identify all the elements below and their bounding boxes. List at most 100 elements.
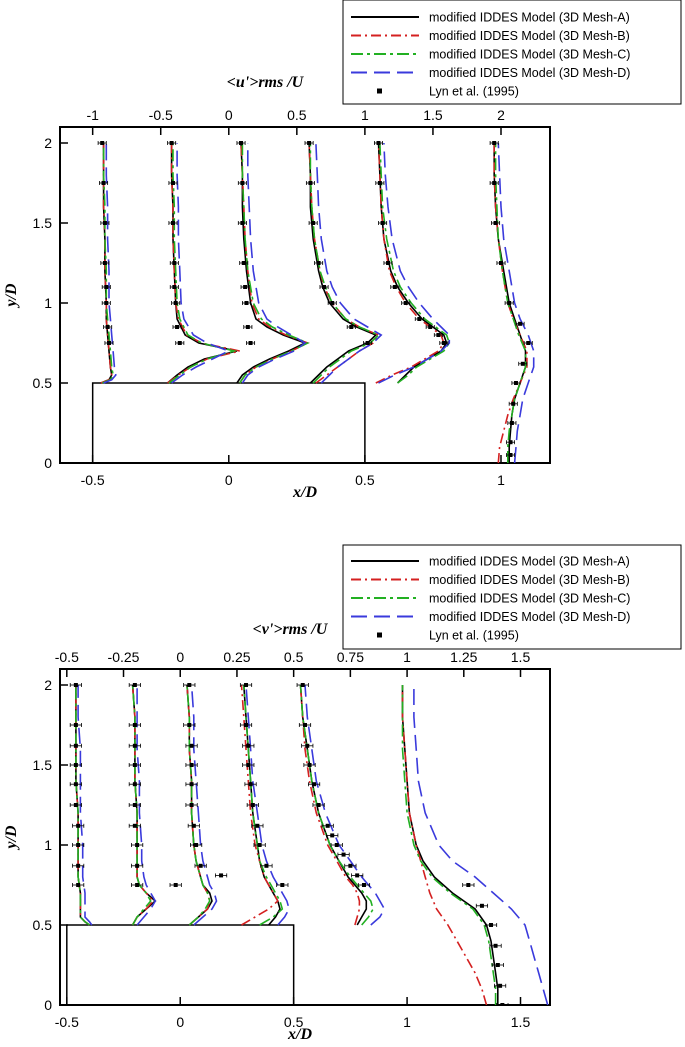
x-tick-label: 0 — [225, 472, 233, 488]
top-axis-label: <u'>rms /U — [227, 74, 305, 91]
data-point-lyn — [466, 883, 471, 887]
data-point-lyn — [187, 683, 192, 687]
data-point-lyn — [244, 301, 249, 305]
data-point-lyn — [173, 883, 178, 887]
data-point-lyn — [493, 943, 498, 948]
data-point-lyn — [246, 743, 251, 748]
data-point-lyn — [303, 723, 307, 727]
plot-area — [69, 683, 549, 1005]
data-point-lyn — [250, 803, 255, 807]
data-point-lyn — [73, 743, 78, 748]
data-point-lyn — [73, 723, 78, 727]
data-point-lyn — [76, 823, 81, 828]
top-tick-label: 0 — [225, 107, 233, 123]
legend-label: modified IDDES Model (3D Mesh-D) — [429, 66, 630, 80]
x-tick-label: 1 — [497, 472, 505, 488]
data-point-lyn — [73, 782, 78, 787]
data-point-lyn — [255, 823, 260, 828]
data-point-lyn — [380, 221, 385, 225]
data-point-lyn — [330, 833, 335, 838]
legend-label: modified IDDES Model (3D Mesh-C) — [429, 48, 630, 62]
series-line-2 — [101, 143, 114, 384]
data-point-lyn — [132, 782, 137, 787]
data-point-lyn — [170, 181, 175, 185]
series-line-0 — [236, 142, 308, 384]
data-point-lyn — [493, 221, 498, 225]
x-tick-label: 0 — [176, 1014, 184, 1030]
data-point-lyn — [187, 723, 192, 727]
series-line-3 — [413, 685, 549, 1005]
data-point-lyn — [322, 285, 327, 289]
data-point-lyn — [189, 743, 194, 748]
series-line-3 — [497, 142, 535, 463]
top-tick-label: 1.5 — [511, 649, 531, 665]
legend-label: modified IDDES Model (3D Mesh-A) — [429, 11, 630, 25]
series-line-2 — [309, 143, 380, 384]
cylinder-outline — [91, 382, 366, 464]
data-point-lyn — [377, 181, 382, 185]
data-point-lyn — [76, 843, 81, 847]
data-point-lyn — [246, 763, 251, 767]
data-point-lyn — [526, 341, 531, 345]
series-line-1 — [131, 684, 155, 926]
data-point-lyn — [105, 325, 110, 329]
data-point-lyn — [73, 803, 78, 807]
data-point-lyn — [132, 823, 137, 828]
series-line-3 — [103, 143, 117, 384]
data-point-lyn — [191, 823, 196, 828]
data-point-lyn — [132, 683, 137, 687]
plot-frame — [59, 126, 551, 464]
series-line-3 — [77, 685, 93, 926]
y-tick-label: 2 — [44, 135, 52, 151]
data-point-lyn — [132, 803, 137, 807]
legend-label: Lyn et al. (1995) — [429, 629, 519, 643]
top-tick-label: 0 — [176, 649, 184, 665]
data-point-lyn — [240, 181, 245, 185]
data-point-lyn — [365, 341, 370, 345]
data-point-lyn — [307, 763, 312, 767]
data-point-lyn — [308, 181, 313, 185]
top-tick-label: -0.25 — [108, 649, 140, 665]
data-point-lyn — [173, 301, 178, 305]
y-axis-label: y/D — [3, 283, 20, 309]
data-point-lyn — [264, 863, 269, 868]
top-tick-label: 1 — [361, 107, 369, 123]
panel-v-rms: -0.5 0 0.5 1 1.500.511.52-0.5 -0.25 0 0.25 0.5 0.… — [3, 544, 682, 1043]
data-point-lyn — [177, 341, 182, 345]
data-point-lyn — [248, 341, 253, 345]
data-point-lyn — [509, 421, 514, 425]
data-point-lyn — [132, 763, 137, 767]
data-point-lyn — [507, 301, 512, 305]
top-tick-label: 1 — [403, 649, 411, 665]
data-point-lyn — [392, 285, 397, 289]
top-tick-label: 1.25 — [450, 649, 477, 665]
series-line-3 — [304, 684, 386, 926]
data-point-lyn — [172, 261, 177, 265]
data-point-lyn — [508, 440, 513, 445]
data-point-lyn — [489, 923, 494, 927]
data-point-lyn — [316, 261, 321, 265]
y-tick-label: 0 — [44, 455, 52, 471]
data-point-lyn — [513, 381, 518, 385]
data-point-lyn — [102, 221, 107, 225]
data-point-lyn — [189, 803, 194, 807]
data-point-lyn — [189, 763, 194, 767]
data-point-lyn — [132, 723, 137, 727]
data-point-lyn — [175, 325, 180, 329]
data-point-lyn — [240, 221, 245, 225]
data-point-lyn — [349, 325, 354, 329]
top-tick-label: 0.75 — [337, 649, 364, 665]
top-axis-label: <v'>rms /U — [253, 621, 329, 638]
data-point-lyn — [355, 873, 360, 878]
data-point-lyn — [101, 181, 106, 185]
series-line-3 — [171, 143, 231, 384]
data-point-lyn — [76, 883, 81, 887]
data-point-lyn — [312, 782, 317, 787]
data-point-lyn — [305, 743, 310, 748]
data-point-lyn — [499, 261, 503, 265]
data-point-lyn — [376, 141, 381, 145]
data-point-lyn — [479, 903, 484, 908]
data-point-lyn — [172, 285, 177, 289]
top-tick-label: 0.5 — [284, 649, 304, 665]
series-line-3 — [190, 684, 218, 926]
